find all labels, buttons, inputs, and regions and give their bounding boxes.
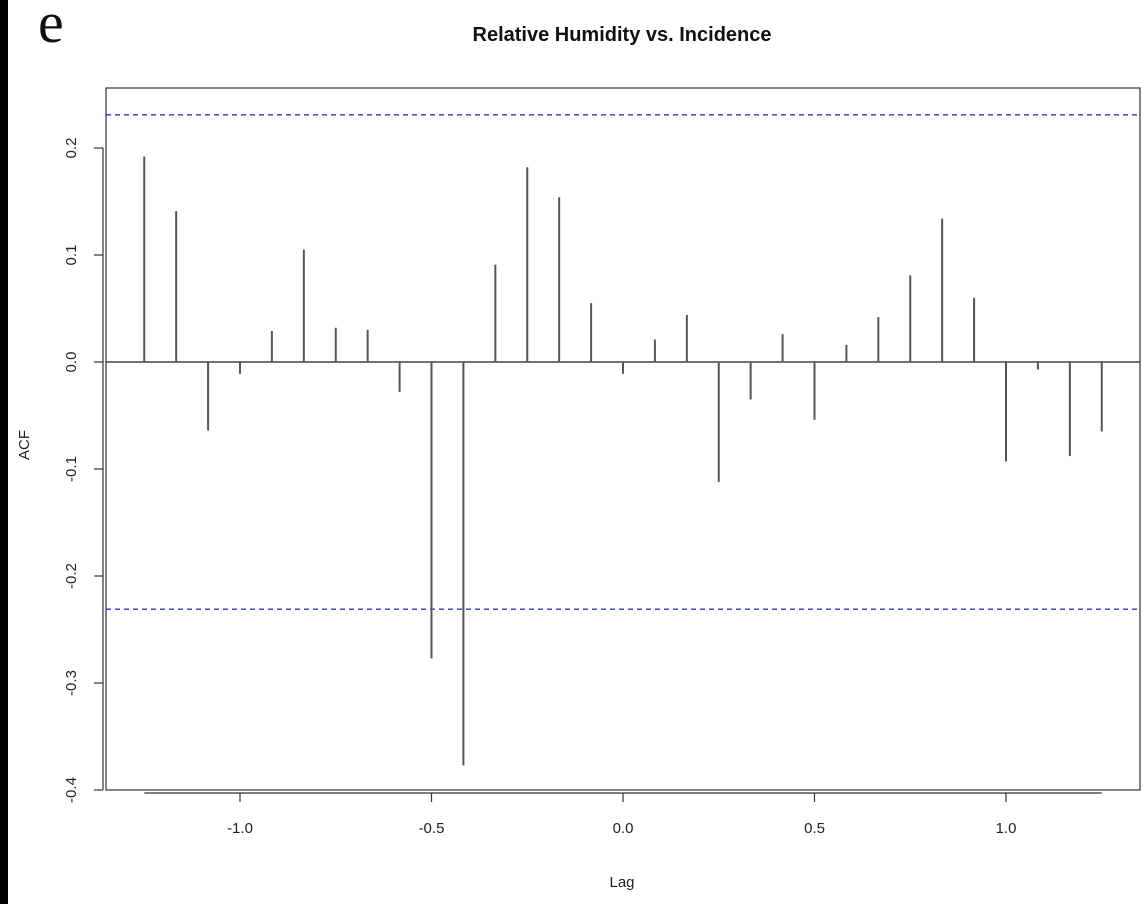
y-tick-label: 0.2 xyxy=(63,138,80,159)
confidence-bounds xyxy=(106,114,1140,610)
y-axis-label: ACF xyxy=(16,430,33,460)
x-axis-label: Lag xyxy=(609,874,634,891)
y-tick-label: 0.1 xyxy=(63,245,80,266)
x-tick-label: -1.0 xyxy=(227,820,253,837)
x-tick-label: 0.0 xyxy=(613,820,634,837)
y-tick-label: -0.1 xyxy=(63,456,80,482)
x-tick-label: 1.0 xyxy=(996,820,1017,837)
y-tick-label: 0.0 xyxy=(63,352,80,373)
x-axis: -1.0 -0.5 0.0 0.5 1.0 xyxy=(144,792,1102,837)
x-tick-label: -0.5 xyxy=(419,820,445,837)
acf-spikes xyxy=(143,156,1103,766)
chart-title: Relative Humidity vs. Incidence xyxy=(473,24,772,46)
y-axis: -0.4 -0.3 -0.2 -0.1 0.0 0.1 0.2 xyxy=(63,138,104,803)
panel-label: e xyxy=(38,0,64,55)
x-tick-label: 0.5 xyxy=(804,820,825,837)
y-tick-label: -0.4 xyxy=(63,777,80,803)
plot-frame xyxy=(105,87,1141,791)
left-edge-bar xyxy=(0,0,8,904)
y-tick-label: -0.3 xyxy=(63,670,80,696)
y-tick-label: -0.2 xyxy=(63,563,80,589)
